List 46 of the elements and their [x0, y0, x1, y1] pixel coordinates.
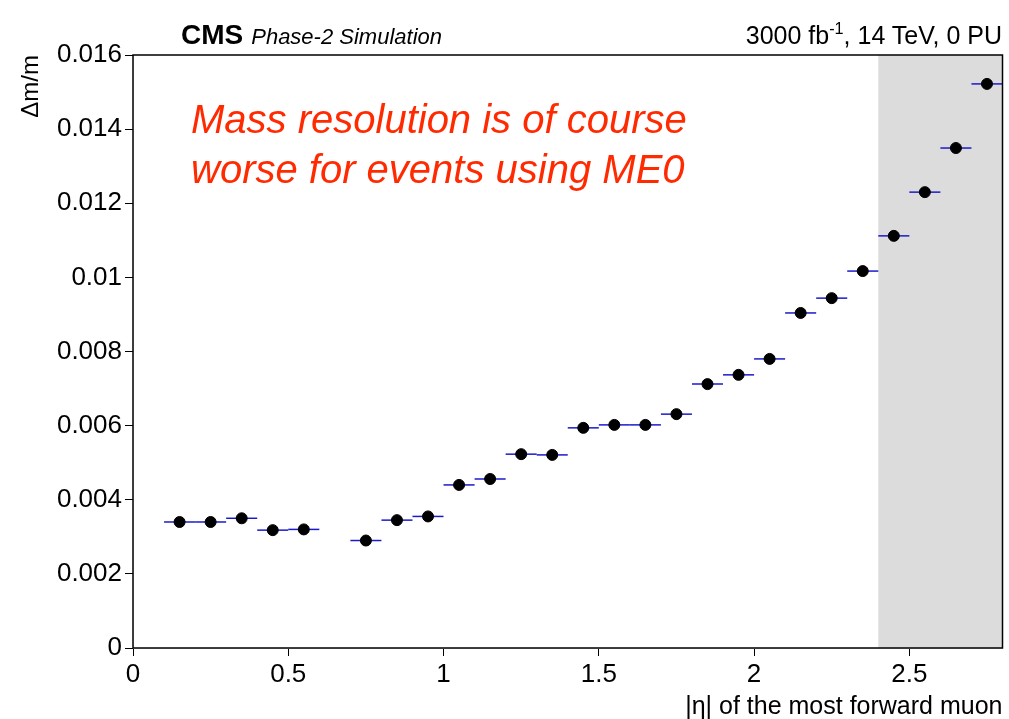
point [825, 292, 838, 305]
point [887, 229, 900, 242]
y-tick-label: 0.004 [56, 482, 122, 513]
point [204, 515, 217, 528]
x-tick-label: 1.5 [580, 657, 617, 688]
x-tick-label: 0 [125, 657, 141, 688]
y-tick-label: 0.012 [56, 186, 122, 217]
x-axis-title: |η| of the most forward muon [685, 691, 1003, 719]
x-tick-label: 2 [746, 657, 762, 688]
point [701, 378, 714, 391]
point [422, 510, 435, 523]
y-tick-label: 0.006 [56, 408, 122, 439]
y-axis-title: Δm/m [16, 55, 43, 118]
chart-subtitle: Phase-2 Simulation [251, 24, 442, 49]
point [856, 265, 869, 278]
chart-title: CMS [181, 19, 244, 50]
point [484, 473, 497, 485]
point [732, 368, 745, 381]
point [639, 418, 652, 431]
point [359, 534, 372, 547]
point [980, 77, 993, 90]
y-tick-label: 0.008 [56, 334, 122, 365]
y-tick-label: 0 [107, 631, 122, 662]
x-tick-label: 2.5 [891, 657, 928, 688]
point [297, 523, 310, 536]
point [173, 515, 186, 528]
point [515, 448, 528, 461]
x-tick-label: 1 [436, 657, 451, 688]
point [763, 352, 776, 365]
point [949, 142, 962, 155]
point [266, 524, 279, 537]
point [794, 306, 807, 319]
y-tick-label: 0.01 [71, 260, 122, 291]
point [608, 418, 621, 431]
y-tick-label: 0.016 [56, 38, 122, 69]
point [670, 408, 683, 421]
y-tick-label: 0.014 [56, 112, 122, 143]
point [453, 478, 466, 491]
x-tick-label: 0.5 [270, 657, 307, 688]
point [390, 514, 403, 527]
point [577, 421, 590, 434]
annotation: Mass resolution is of course worse for events using ME0 [191, 97, 687, 191]
y-tick-label: 0.002 [56, 557, 122, 588]
point [235, 512, 248, 525]
point [546, 448, 559, 461]
point [918, 186, 931, 199]
